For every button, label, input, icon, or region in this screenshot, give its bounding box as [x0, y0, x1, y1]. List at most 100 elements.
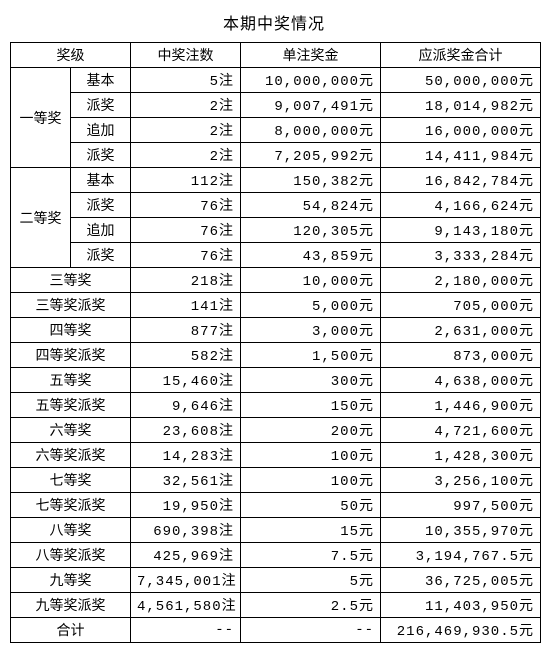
cell-unit: 10,000,000元: [241, 68, 381, 93]
cell-unit: 5元: [241, 568, 381, 593]
level-name: 六等奖: [11, 418, 131, 443]
cell-total: 3,333,284元: [381, 243, 541, 268]
table-row: 派奖 2注 7,205,992元 14,411,984元: [11, 143, 541, 168]
page-title: 本期中奖情况: [10, 10, 538, 34]
cell-total: 997,500元: [381, 493, 541, 518]
cell-total: 50,000,000元: [381, 68, 541, 93]
table-row: 追加 76注 120,305元 9,143,180元: [11, 218, 541, 243]
sub-label: 追加: [71, 218, 131, 243]
cell-unit: 7,205,992元: [241, 143, 381, 168]
cell-unit: 3,000元: [241, 318, 381, 343]
cell-count: 2注: [131, 118, 241, 143]
cell-unit: 100元: [241, 443, 381, 468]
cell-count: 76注: [131, 193, 241, 218]
cell-count: 112注: [131, 168, 241, 193]
table-row: 七等奖32,561注100元3,256,100元: [11, 468, 541, 493]
header-total: 应派奖金合计: [381, 43, 541, 68]
cell-count: --: [131, 618, 241, 643]
level-name: 三等奖派奖: [11, 293, 131, 318]
cell-total: 16,000,000元: [381, 118, 541, 143]
cell-total: 4,166,624元: [381, 193, 541, 218]
level-name: 二等奖: [11, 168, 71, 268]
table-row: 派奖 76注 43,859元 3,333,284元: [11, 243, 541, 268]
table-row: 三等奖派奖141注5,000元705,000元: [11, 293, 541, 318]
level-name: 三等奖: [11, 268, 131, 293]
cell-unit: 15元: [241, 518, 381, 543]
cell-total: 4,638,000元: [381, 368, 541, 393]
cell-total: 14,411,984元: [381, 143, 541, 168]
cell-count: 23,608注: [131, 418, 241, 443]
cell-count: 2注: [131, 93, 241, 118]
cell-count: 76注: [131, 218, 241, 243]
table-row: 八等奖690,398注15元10,355,970元: [11, 518, 541, 543]
cell-unit: 8,000,000元: [241, 118, 381, 143]
cell-unit: 7.5元: [241, 543, 381, 568]
cell-total: 16,842,784元: [381, 168, 541, 193]
cell-unit: 10,000元: [241, 268, 381, 293]
table-row: 七等奖派奖19,950注50元997,500元: [11, 493, 541, 518]
cell-unit: 150,382元: [241, 168, 381, 193]
sub-label: 派奖: [71, 193, 131, 218]
cell-unit: 2.5元: [241, 593, 381, 618]
total-label: 合计: [11, 618, 131, 643]
cell-total: 3,194,767.5元: [381, 543, 541, 568]
level-name: 四等奖: [11, 318, 131, 343]
cell-count: 76注: [131, 243, 241, 268]
cell-count: 2注: [131, 143, 241, 168]
sub-label: 派奖: [71, 243, 131, 268]
cell-unit: 150元: [241, 393, 381, 418]
cell-unit: 200元: [241, 418, 381, 443]
level-name: 五等奖派奖: [11, 393, 131, 418]
level-name: 九等奖派奖: [11, 593, 131, 618]
table-row: 三等奖218注10,000元2,180,000元: [11, 268, 541, 293]
sub-label: 基本: [71, 168, 131, 193]
table-row: 追加 2注 8,000,000元 16,000,000元: [11, 118, 541, 143]
cell-count: 7,345,001注: [131, 568, 241, 593]
cell-unit: 300元: [241, 368, 381, 393]
level-name: 八等奖派奖: [11, 543, 131, 568]
cell-total: 873,000元: [381, 343, 541, 368]
level-name: 七等奖派奖: [11, 493, 131, 518]
total-row: 合计 -- -- 216,469,930.5元: [11, 618, 541, 643]
cell-unit: 50元: [241, 493, 381, 518]
cell-total: 1,428,300元: [381, 443, 541, 468]
level-name: 七等奖: [11, 468, 131, 493]
header-level: 奖级: [11, 43, 131, 68]
cell-unit: 54,824元: [241, 193, 381, 218]
cell-unit: 43,859元: [241, 243, 381, 268]
sub-label: 追加: [71, 118, 131, 143]
cell-count: 5注: [131, 68, 241, 93]
cell-count: 141注: [131, 293, 241, 318]
table-row: 六等奖派奖14,283注100元1,428,300元: [11, 443, 541, 468]
cell-count: 690,398注: [131, 518, 241, 543]
cell-unit: 9,007,491元: [241, 93, 381, 118]
cell-total: 4,721,600元: [381, 418, 541, 443]
table-row: 派奖 2注 9,007,491元 18,014,982元: [11, 93, 541, 118]
table-row: 二等奖 基本 112注 150,382元 16,842,784元: [11, 168, 541, 193]
level-name: 五等奖: [11, 368, 131, 393]
cell-count: 877注: [131, 318, 241, 343]
cell-count: 9,646注: [131, 393, 241, 418]
table-row: 五等奖15,460注300元4,638,000元: [11, 368, 541, 393]
cell-unit: --: [241, 618, 381, 643]
cell-unit: 100元: [241, 468, 381, 493]
cell-total: 2,631,000元: [381, 318, 541, 343]
table-row: 四等奖派奖582注1,500元873,000元: [11, 343, 541, 368]
cell-count: 19,950注: [131, 493, 241, 518]
cell-count: 32,561注: [131, 468, 241, 493]
sub-label: 基本: [71, 68, 131, 93]
table-row: 八等奖派奖425,969注7.5元3,194,767.5元: [11, 543, 541, 568]
table-row: 九等奖派奖4,561,580注2.5元11,403,950元: [11, 593, 541, 618]
level-name: 六等奖派奖: [11, 443, 131, 468]
cell-count: 218注: [131, 268, 241, 293]
cell-total: 9,143,180元: [381, 218, 541, 243]
table-row: 四等奖877注3,000元2,631,000元: [11, 318, 541, 343]
cell-total: 705,000元: [381, 293, 541, 318]
prize-table: 奖级 中奖注数 单注奖金 应派奖金合计 一等奖 基本 5注 10,000,000…: [10, 42, 541, 643]
level-name: 八等奖: [11, 518, 131, 543]
cell-total: 11,403,950元: [381, 593, 541, 618]
cell-total: 2,180,000元: [381, 268, 541, 293]
cell-unit: 120,305元: [241, 218, 381, 243]
cell-total: 216,469,930.5元: [381, 618, 541, 643]
cell-unit: 1,500元: [241, 343, 381, 368]
